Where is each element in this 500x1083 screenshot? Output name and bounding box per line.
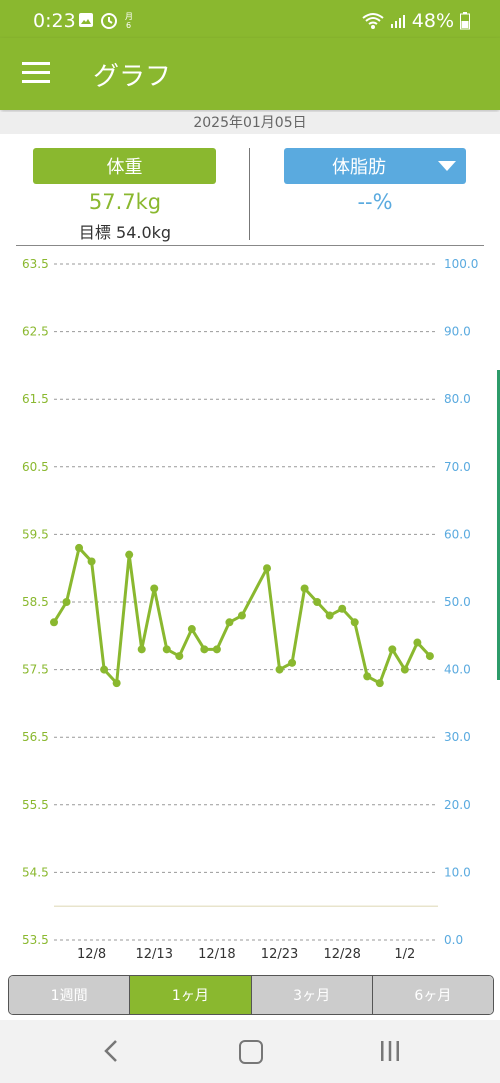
weight-chart[interactable]: 53.5 54.5 55.5 56.5 57.5 58.5 59.5 60.5 61.5 62.5… <box>0 250 500 970</box>
range-tabs: 1週間 1ヶ月 3ヶ月 6ヶ月 <box>8 975 494 1015</box>
data-point <box>50 618 58 627</box>
system-nav-bar <box>0 1020 500 1083</box>
data-point <box>375 679 384 688</box>
chart-top-rule <box>16 245 484 246</box>
data-point <box>87 557 96 566</box>
y-right-tick-label: 40.0 <box>444 663 471 677</box>
y-right-tick-label: 20.0 <box>444 798 471 812</box>
body-fat-panel: 体脂肪 --% <box>250 140 500 242</box>
y-right-tick-label: 50.0 <box>444 595 471 609</box>
data-point <box>212 645 221 654</box>
y-left-tick-label: 53.5 <box>22 933 49 947</box>
weight-panel: 体重 57.7kg 目標 54.0kg <box>0 140 250 242</box>
data-point <box>225 618 234 627</box>
y-left-tick-label: 63.5 <box>22 257 49 271</box>
battery-icon <box>460 12 470 30</box>
weight-button[interactable]: 体重 <box>33 148 216 184</box>
app-bar: グラフ <box>0 38 500 110</box>
svg-text:6: 6 <box>126 21 131 29</box>
gallery-icon <box>79 13 93 27</box>
y-right-tick-label: 100.0 <box>444 257 478 271</box>
x-tick-label: 12/23 <box>261 947 298 962</box>
weight-value: 57.7kg <box>88 190 162 214</box>
data-point <box>112 679 121 688</box>
x-tick-label: 12/18 <box>198 947 235 962</box>
data-point <box>338 604 347 613</box>
y-left-tick-label: 62.5 <box>22 325 49 339</box>
y-left-tick-label: 61.5 <box>22 392 49 406</box>
y-left-tick-label: 58.5 <box>22 595 49 609</box>
home-icon[interactable] <box>239 1040 263 1064</box>
scroll-indicator <box>497 370 500 680</box>
date-label: 2025年01月05日 <box>0 112 500 134</box>
page-title: グラフ <box>93 62 172 92</box>
battery-percent: 48% <box>411 10 454 32</box>
data-point <box>325 611 334 620</box>
data-point <box>200 645 209 654</box>
status-right: 48% <box>362 10 470 32</box>
y-left-tick-label: 59.5 <box>22 527 49 541</box>
tab-1-month[interactable]: 1ヶ月 <box>130 976 252 1014</box>
data-point <box>125 550 134 559</box>
status-time: 0:23 <box>33 10 76 32</box>
recent-apps-icon[interactable] <box>378 1038 402 1064</box>
y-right-tick-label: 30.0 <box>444 730 471 744</box>
x-tick-label: 12/13 <box>136 947 173 962</box>
weight-goal: 目標 54.0kg <box>78 223 172 242</box>
wifi-icon <box>362 13 384 29</box>
data-point <box>150 584 159 593</box>
data-point <box>237 611 246 620</box>
dropdown-triangle-icon <box>438 161 456 171</box>
data-point <box>137 645 146 654</box>
data-point <box>300 584 309 593</box>
y-right-tick-label: 0.0 <box>444 933 463 947</box>
body-fat-button-label: 体脂肪 <box>332 157 386 178</box>
data-point <box>100 665 109 674</box>
data-point <box>363 672 372 681</box>
svg-text:月: 月 <box>125 12 133 21</box>
data-point <box>175 652 184 661</box>
y-right-tick-label: 90.0 <box>444 325 471 339</box>
body-fat-dropdown[interactable]: 体脂肪 <box>284 148 466 184</box>
data-point <box>413 638 422 647</box>
y-left-tick-label: 55.5 <box>22 798 49 812</box>
hamburger-menu-icon[interactable] <box>22 62 50 84</box>
y-right-tick-label: 60.0 <box>444 527 471 541</box>
tab-3-months[interactable]: 3ヶ月 <box>251 976 373 1014</box>
data-point <box>400 665 409 674</box>
data-point <box>62 598 71 606</box>
x-tick-label: 12/28 <box>323 947 360 962</box>
tab-1-week[interactable]: 1週間 <box>9 976 131 1014</box>
x-tick-label: 12/8 <box>77 947 106 962</box>
y-left-tick-label: 56.5 <box>22 730 49 744</box>
y-left-tick-label: 60.5 <box>22 460 49 474</box>
data-point <box>288 658 297 667</box>
data-point <box>350 618 359 627</box>
calendar-icon: 月6 <box>125 12 133 29</box>
data-point <box>425 652 434 661</box>
tab-6-months[interactable]: 6ヶ月 <box>372 976 493 1014</box>
y-left-tick-label: 54.5 <box>22 865 49 879</box>
y-right-tick-label: 80.0 <box>444 392 471 406</box>
alarm-icon <box>101 13 117 29</box>
x-tick-label: 1/2 <box>394 947 415 962</box>
data-point <box>162 645 171 654</box>
data-point <box>75 543 84 552</box>
data-point <box>275 665 284 674</box>
data-point <box>263 564 272 573</box>
data-point <box>313 598 322 606</box>
signal-icon <box>390 15 405 28</box>
y-right-tick-label: 10.0 <box>444 865 471 879</box>
y-right-tick-label: 70.0 <box>444 460 471 474</box>
body-fat-value: --% <box>357 190 393 214</box>
y-left-tick-label: 57.5 <box>22 663 49 677</box>
panel-divider <box>249 148 250 240</box>
back-icon[interactable] <box>100 1038 124 1064</box>
data-point <box>187 625 196 634</box>
data-point <box>388 645 397 654</box>
